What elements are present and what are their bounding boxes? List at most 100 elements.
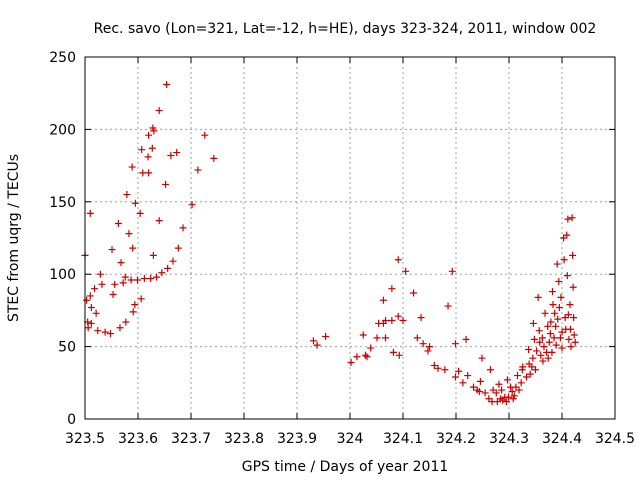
- data-point-plus-marker: [131, 199, 139, 207]
- data-point-plus-marker: [114, 220, 122, 228]
- data-point-plus-marker: [86, 209, 94, 217]
- data-point-plus-marker: [188, 201, 196, 209]
- data-point-plus-marker: [492, 389, 500, 397]
- data-point-plus-marker: [563, 272, 571, 280]
- data-point-plus-marker: [462, 335, 470, 343]
- data-point-plus-marker: [309, 337, 317, 345]
- data-point-plus-marker: [150, 127, 158, 135]
- data-point-plus-marker: [444, 302, 452, 310]
- y-tick-label: 100: [49, 267, 76, 283]
- grid: [85, 57, 615, 419]
- y-tick-label: 200: [49, 122, 76, 138]
- y-tick-label: 50: [58, 340, 76, 356]
- data-point-plus-marker: [556, 334, 564, 342]
- data-point-plus-marker: [564, 215, 572, 223]
- data-point-plus-marker: [164, 264, 172, 272]
- x-tick-label: 323.9: [277, 431, 317, 447]
- x-tick-label: 324.2: [436, 431, 476, 447]
- y-tick-label: 150: [49, 195, 76, 211]
- data-point-plus-marker: [554, 315, 562, 323]
- data-point-plus-marker: [550, 334, 558, 342]
- x-tick-label: 324.1: [383, 431, 423, 447]
- data-point-plus-marker: [117, 259, 125, 267]
- y-axis-label: STEC from uqrg / TECUs: [6, 154, 22, 322]
- data-point-plus-marker: [532, 366, 539, 374]
- data-point-plus-marker: [448, 267, 456, 275]
- data-point-plus-marker: [106, 330, 114, 338]
- data-point-plus-marker: [322, 332, 330, 340]
- data-point-plus-marker: [136, 209, 144, 217]
- data-point-plus-marker: [522, 373, 530, 381]
- data-point-plus-marker: [486, 366, 494, 374]
- data-point-plus-marker: [417, 314, 425, 322]
- data-point-plus-marker: [571, 338, 579, 346]
- data-point-plus-marker: [116, 324, 124, 332]
- data-point-plus-marker: [534, 293, 542, 301]
- data-point-plus-marker: [495, 380, 503, 388]
- data-point-plus-marker: [478, 354, 486, 362]
- data-point-plus-marker: [394, 256, 402, 264]
- data-point-plus-marker: [83, 296, 91, 304]
- data-point-plus-marker: [546, 330, 554, 338]
- data-point-plus-marker: [121, 273, 129, 281]
- data-point-plus-marker: [101, 328, 109, 336]
- data-point-plus-marker: [359, 331, 367, 339]
- data-point-plus-marker: [469, 383, 477, 391]
- data-point-plus-marker: [363, 353, 371, 361]
- data-point-plus-marker: [555, 304, 563, 312]
- data-point-plus-marker: [430, 361, 438, 369]
- data-point-plus-marker: [153, 273, 161, 281]
- data-point-plus-marker: [568, 214, 576, 222]
- data-point-plus-marker: [513, 372, 521, 380]
- data-point-plus-marker: [515, 386, 523, 394]
- data-point-plus-marker: [367, 344, 375, 352]
- data-point-plus-marker: [382, 334, 390, 342]
- data-point-plus-marker: [91, 285, 99, 293]
- x-tick-label: 324.4: [542, 431, 582, 447]
- data-point-plus-marker: [508, 387, 516, 395]
- y-tick-label: 0: [67, 412, 76, 428]
- data-point-plus-marker: [535, 327, 543, 335]
- x-tick-label: 323.6: [118, 431, 158, 447]
- x-tick-label: 323.8: [224, 431, 264, 447]
- data-point-plus-marker: [361, 351, 369, 359]
- data-point-plus-marker: [538, 334, 546, 342]
- data-point-plus-marker: [373, 334, 381, 342]
- data-point-plus-marker: [123, 191, 131, 199]
- data-point-plus-marker: [148, 144, 156, 152]
- data-point-plus-marker: [138, 146, 146, 154]
- data-point-plus-marker: [526, 370, 534, 378]
- data-point-plus-marker: [539, 357, 547, 365]
- x-tick-label: 324.5: [595, 431, 635, 447]
- data-point-plus-marker: [133, 276, 141, 284]
- data-point-plus-marker: [475, 387, 483, 395]
- data-point-plus-marker: [194, 166, 202, 174]
- data-point-plus-marker: [536, 338, 544, 346]
- data-point-plus-marker: [555, 277, 563, 285]
- data-point-plus-marker: [426, 343, 433, 351]
- data-point-plus-marker: [147, 275, 155, 283]
- data-point-plus-marker: [551, 309, 559, 317]
- data-point-plus-marker: [549, 301, 557, 309]
- data-point-plus-marker: [502, 398, 510, 406]
- data-point-plus-marker: [399, 317, 407, 325]
- data-point-plus-marker: [210, 154, 218, 162]
- data-point-plus-marker: [476, 377, 484, 385]
- data-point-plus-marker: [131, 301, 139, 309]
- data-point-plus-marker: [158, 269, 166, 277]
- x-tick-label: 323.5: [65, 431, 105, 447]
- data-point-plus-marker: [540, 343, 548, 351]
- data-point-plus-marker: [353, 353, 361, 361]
- data-point-plus-marker: [481, 389, 489, 397]
- data-point-plus-marker: [87, 319, 95, 327]
- data-point-plus-marker: [441, 366, 449, 374]
- data-point-plus-marker: [558, 328, 566, 336]
- data-point-plus-marker: [537, 351, 545, 359]
- data-point-plus-marker: [565, 335, 573, 343]
- data-point-plus-marker: [388, 285, 396, 293]
- data-point-plus-marker: [111, 280, 119, 288]
- data-point-plus-marker: [347, 359, 355, 367]
- x-axis-label: GPS time / Days of year 2011: [242, 459, 449, 475]
- data-point-plus-marker: [566, 301, 574, 309]
